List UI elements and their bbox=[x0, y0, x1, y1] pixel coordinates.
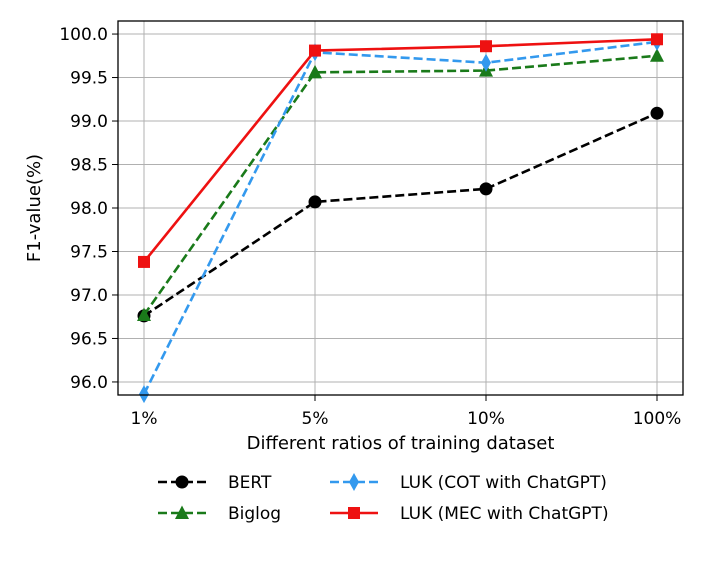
legend-item: BERT bbox=[158, 473, 272, 493]
y-tick-label: 99.5 bbox=[70, 69, 108, 89]
y-tick-label: 98.5 bbox=[70, 156, 108, 176]
y-tick-label: 98.0 bbox=[70, 199, 108, 219]
y-tick-label: 96.5 bbox=[70, 329, 108, 349]
plot-frame bbox=[117, 20, 684, 396]
legend: BERT Biglog LUK (COT with ChatGPT) LUK (MEC… bbox=[158, 473, 609, 524]
data-point bbox=[309, 44, 321, 57]
data-point bbox=[650, 106, 664, 120]
y-axis-ticks: 96.0 96.5 97.0 97.5 98.0 98.5 99.0 99.5 100.0 bbox=[59, 25, 118, 393]
legend-label: LUK (COT with ChatGPT) bbox=[400, 473, 607, 493]
data-point bbox=[137, 307, 151, 321]
y-tick-label: 97.5 bbox=[70, 242, 108, 262]
legend-item: LUK (COT with ChatGPT) bbox=[330, 473, 607, 493]
series-line bbox=[143, 112, 658, 317]
series-lines bbox=[137, 32, 664, 404]
legend-item: Biglog bbox=[158, 504, 281, 524]
data-point bbox=[308, 195, 322, 209]
x-tick-label: 10% bbox=[467, 409, 505, 429]
series-line bbox=[142, 40, 658, 395]
series-group bbox=[137, 48, 664, 321]
legend-label: BERT bbox=[228, 473, 272, 493]
series-group bbox=[139, 32, 662, 404]
y-tick-label: 97.0 bbox=[70, 286, 108, 306]
legend-label: Biglog bbox=[228, 504, 281, 524]
data-point bbox=[308, 64, 322, 79]
data-point bbox=[139, 385, 149, 404]
data-point bbox=[138, 255, 150, 268]
legend-label: LUK (MEC with ChatGPT) bbox=[400, 504, 609, 524]
y-axis-label: F1-value(%) bbox=[24, 154, 45, 262]
legend-item: LUK (MEC with ChatGPT) bbox=[330, 504, 609, 524]
x-tick-label: 100% bbox=[633, 409, 682, 429]
data-point bbox=[479, 182, 493, 196]
data-point bbox=[480, 40, 492, 53]
legend-marker bbox=[349, 473, 359, 491]
x-axis-label: Different ratios of training dataset bbox=[247, 433, 555, 454]
x-tick-label: 1% bbox=[131, 409, 158, 429]
y-tick-label: 99.0 bbox=[70, 112, 108, 132]
grid-lines bbox=[118, 21, 683, 395]
legend-marker bbox=[348, 507, 360, 519]
legend-marker bbox=[175, 505, 189, 519]
x-axis-ticks: 1% 5% 10% 100% bbox=[131, 395, 682, 429]
data-point bbox=[481, 53, 491, 72]
legend-marker bbox=[175, 475, 189, 489]
series-line bbox=[142, 37, 658, 263]
data-point bbox=[650, 48, 664, 62]
y-tick-label: 96.0 bbox=[70, 373, 108, 393]
series-group bbox=[138, 33, 663, 268]
series-line bbox=[142, 54, 658, 316]
series-group bbox=[137, 106, 664, 323]
data-point bbox=[651, 33, 663, 46]
y-tick-label: 100.0 bbox=[59, 25, 108, 45]
x-tick-label: 5% bbox=[302, 409, 329, 429]
